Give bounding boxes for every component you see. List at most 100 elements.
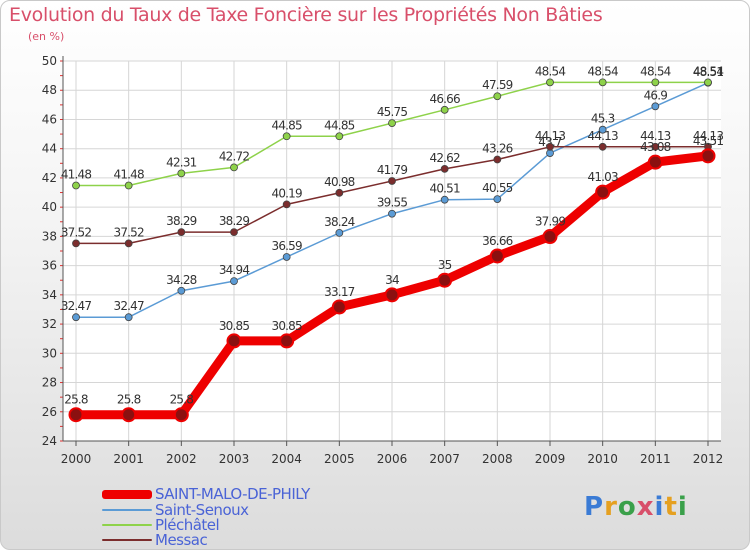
- data-label: 42.62: [429, 151, 460, 165]
- logo-letter: t: [664, 492, 678, 522]
- chart-title: Evolution du Taux de Taxe Foncière sur l…: [9, 4, 603, 26]
- data-point: [282, 132, 291, 141]
- y-tick-label: 40: [42, 200, 57, 214]
- y-tick-label: 46: [42, 112, 57, 126]
- data-point: [177, 286, 186, 295]
- data-point: [546, 78, 554, 87]
- y-tick-label: 26: [42, 405, 57, 419]
- data-label: 32.47: [113, 299, 144, 313]
- data-point: [542, 229, 558, 245]
- data-point: [331, 299, 347, 315]
- data-label: 46.9: [644, 88, 668, 102]
- data-label: 25.8: [117, 393, 141, 407]
- y-tick-label: 36: [42, 259, 57, 273]
- data-label: 45.75: [377, 105, 408, 119]
- chart-subtitle: (en %): [28, 30, 65, 43]
- data-label: 34: [385, 273, 399, 287]
- data-point: [226, 333, 242, 349]
- data-label: 40.19: [271, 186, 302, 200]
- data-label: 43.51: [693, 134, 724, 148]
- data-label: 30.85: [219, 319, 250, 333]
- data-label: 36.66: [482, 234, 513, 248]
- data-point: [173, 407, 189, 423]
- data-label: 32.47: [61, 299, 92, 313]
- data-label: 46.66: [429, 92, 460, 106]
- data-point: [72, 181, 80, 190]
- data-label: 34.28: [166, 273, 197, 287]
- data-label: 30.85: [271, 319, 302, 333]
- legend-label: Messac: [155, 531, 208, 549]
- y-tick-label: 32: [42, 317, 57, 331]
- x-tick-label: 2000: [61, 452, 92, 466]
- data-point: [282, 200, 291, 209]
- data-point: [121, 407, 137, 423]
- x-tick-label: 2002: [166, 452, 197, 466]
- y-tick-label: 24: [42, 434, 57, 448]
- data-label: 42.31: [166, 155, 197, 169]
- data-point: [598, 142, 607, 151]
- data-label: 25.8: [170, 393, 194, 407]
- data-point: [598, 125, 607, 134]
- data-label: 48.54: [587, 64, 618, 78]
- data-point: [704, 78, 712, 87]
- data-point: [440, 164, 449, 173]
- logo-letter: i: [677, 492, 688, 522]
- data-label: 43.26: [482, 142, 513, 156]
- data-label: 39.55: [377, 196, 408, 210]
- data-label: 43.7: [538, 135, 562, 149]
- data-point: [595, 184, 611, 200]
- x-tick-label: 2010: [587, 452, 618, 466]
- data-point: [388, 119, 396, 128]
- data-label: 43.08: [640, 140, 671, 154]
- data-label: 35: [438, 258, 452, 272]
- legend-swatch: [102, 539, 152, 541]
- x-tick-label: 2006: [377, 452, 408, 466]
- legend-swatch: [102, 524, 152, 526]
- y-tick-label: 44: [42, 142, 57, 156]
- x-tick-label: 2008: [482, 452, 513, 466]
- data-label: 42.72: [219, 149, 250, 163]
- data-point: [546, 142, 554, 151]
- data-label: 44.85: [324, 118, 355, 132]
- x-tick-label: 2011: [640, 452, 671, 466]
- proxiti-logo: Proxiti: [584, 492, 688, 522]
- data-label: 37.52: [113, 225, 144, 239]
- data-label: 33.17: [324, 285, 355, 299]
- data-point: [124, 313, 133, 322]
- data-label: 36.59: [271, 239, 302, 253]
- data-label: 44.13: [640, 129, 671, 143]
- data-point: [230, 277, 238, 286]
- data-point: [384, 287, 400, 303]
- legend-swatch: [102, 489, 152, 499]
- data-point: [124, 181, 133, 190]
- data-label: 44.13: [587, 129, 618, 143]
- data-point: [493, 155, 502, 164]
- data-point: [124, 239, 133, 248]
- data-point: [651, 142, 660, 151]
- data-label: 41.03: [587, 170, 618, 184]
- x-tick-label: 2004: [271, 452, 302, 466]
- data-point: [598, 78, 607, 87]
- data-point: [647, 154, 663, 170]
- data-point: [493, 92, 502, 101]
- data-label: 45.3: [591, 112, 615, 126]
- data-point: [177, 228, 186, 237]
- logo-letter: x: [636, 492, 655, 522]
- logo-letter: i: [654, 492, 665, 522]
- data-point: [230, 228, 238, 237]
- legend-item: Saint-Senoux: [102, 501, 249, 519]
- x-tick-label: 2001: [113, 452, 144, 466]
- x-tick-label: 2009: [535, 452, 566, 466]
- data-label: 38.29: [166, 214, 197, 228]
- data-label: 37.52: [61, 225, 92, 239]
- data-label: 38.29: [219, 214, 250, 228]
- data-point: [335, 132, 344, 141]
- x-tick-label: 2005: [324, 452, 355, 466]
- logo-letter: o: [617, 492, 637, 522]
- data-label: 40.55: [482, 181, 513, 195]
- y-tick-label: 34: [42, 288, 57, 302]
- y-tick-label: 48: [42, 83, 57, 97]
- legend-swatch: [102, 509, 152, 511]
